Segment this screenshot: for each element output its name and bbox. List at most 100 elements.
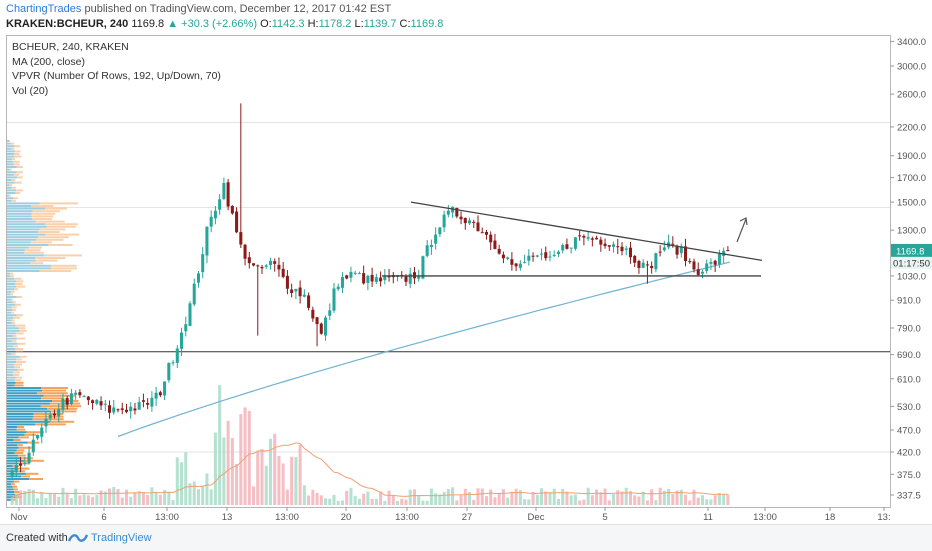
candle-body [603,243,607,247]
x-tick-label: Dec [528,512,545,523]
vpvr-up-bar [7,358,17,361]
y-tick-label: 1030.0 [897,271,926,282]
vpvr-up-bar [7,306,12,309]
candle-body [573,237,577,249]
candle-body [624,248,628,250]
vpvr-up-bar [7,457,22,460]
vpvr-up-bar [7,283,15,285]
tradingview-brand[interactable]: TradingView [91,532,152,544]
candle-body [607,245,611,247]
vpvr-up-bar [7,288,15,291]
legend-vol[interactable]: Vol (20) [12,84,49,97]
candle-body [167,362,171,381]
author-link[interactable]: ChartingTrades [6,3,82,15]
vpvr-up-bar [7,488,14,491]
x-tick-label: 13:00 [753,512,777,523]
candle-body [417,276,421,279]
vpvr-up-bar [7,225,47,228]
volume-bar [671,494,675,505]
candle-body [387,276,391,278]
volume-bar [446,489,450,505]
last-price-badge-text: 1169.8 [896,246,924,257]
volume-bar [74,488,78,505]
candle-body [518,263,522,268]
y-tick-label: 2600.0 [897,90,926,101]
legend-ma[interactable]: MA (200, close) [12,55,85,68]
candle-body [302,294,306,297]
volume-bar [95,494,99,505]
vpvr-up-bar [7,277,15,280]
volume-bar [230,438,234,505]
chart-pane[interactable] [6,35,891,508]
volume-bar [150,487,154,505]
candle-body [137,402,141,410]
volume-bar [654,500,658,505]
volume-bar [612,494,616,505]
volume-bar [268,438,272,505]
vpvr-down-bar [45,233,80,236]
volume-bar [451,487,455,505]
price-change: +30.3 (+2.66%) [181,18,257,30]
vpvr-down-bar [16,166,23,168]
x-tick-label: 5 [602,512,607,523]
vpvr-up-bar [7,173,14,176]
volume-bar [684,494,688,505]
vpvr-up-bar [7,150,15,153]
vpvr-up-bar [7,233,46,236]
vpvr-down-bar [10,275,15,278]
y-tick-label: 1900.0 [897,151,926,162]
vpvr-up-bar [7,296,17,298]
volume-bar [116,489,120,505]
candle-body [175,348,179,363]
vpvr-down-bar [12,197,18,200]
candle-body [40,427,44,437]
up-triangle-icon: ▲ [167,18,179,30]
volume-bar [124,489,128,505]
time-axis: Nov 6 13:00 13 13:00 20 13:00 27 Dec 5 11 13:00 18 13… [11,507,891,523]
candle-body [48,414,52,419]
candle-body [319,323,323,334]
vpvr-down-bar [9,184,13,187]
volume-bar [252,486,256,505]
volume-bar [103,491,107,505]
vpvr-down-bar [37,236,69,239]
volume-bar [52,494,56,505]
volume-bar [298,444,302,505]
legend-vpvr[interactable]: VPVR (Number Of Rows, 192, Up/Down, 70) [12,70,221,82]
volume-bar [633,495,637,505]
vpvr-down-bar [14,145,21,148]
volume-bar [506,497,510,505]
vpvr-up-bar [7,231,38,233]
candle-body [353,272,357,274]
candle-body [273,261,277,264]
price-chart[interactable]: 3400.0 3000.0 2600.0 2200.0 1900.0 1700.0 1500… [0,0,932,524]
candle-body [268,260,272,266]
quote-line: KRAKEN:BCHEUR, 240 1169.8 ▲ +30.3 (+2.66… [6,18,443,30]
vpvr-down-bar [17,467,30,470]
vpvr-down-bar [31,205,54,207]
close-value: 1169.8 [410,18,444,30]
volume-bar [679,489,683,505]
volume-bar [412,489,416,505]
vpvr-up-bar [7,389,43,392]
candle-body [527,255,531,261]
candle-body [201,254,205,273]
vpvr-down-bar [41,397,64,400]
volume-bar [10,497,14,505]
candle-body [27,452,31,464]
candle-body [429,244,433,248]
vpvr-down-bar [11,483,15,486]
vpvr-down-bar [40,405,82,408]
volume-bar [468,492,472,505]
vpvr-down-bar [45,223,78,226]
volume-bar [226,420,230,505]
vpvr-up-bar [7,348,16,350]
vpvr-up-bar [7,236,38,239]
candle-body [463,217,467,224]
descending-trendline [410,201,763,261]
vpvr-down-bar [39,270,72,272]
candle-body [14,464,18,471]
volume-bar [366,491,370,505]
candle-body [379,277,383,282]
last-price: 1169.8 [131,18,165,30]
